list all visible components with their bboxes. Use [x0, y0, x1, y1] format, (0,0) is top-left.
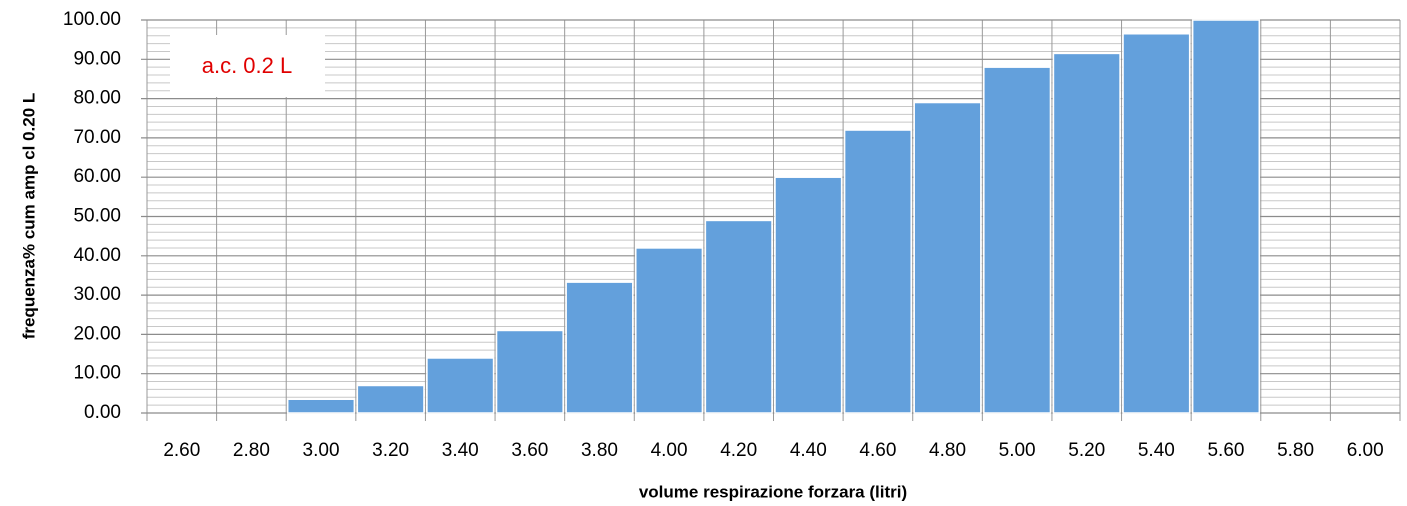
y-tick-label: 90.00	[73, 48, 121, 69]
bar	[1122, 33, 1191, 414]
grid	[141, 19, 1401, 421]
x-tick-label: 6.00	[1347, 440, 1384, 461]
x-tick-label: 3.20	[372, 440, 409, 461]
y-tick-label: 80.00	[73, 88, 121, 109]
x-tick-label: 3.40	[442, 440, 479, 461]
x-tick-label: 5.60	[1207, 440, 1244, 461]
x-tick-label: 5.00	[999, 440, 1036, 461]
x-tick-label: 3.60	[511, 440, 548, 461]
bar	[913, 101, 982, 414]
x-tick-label: 4.00	[651, 440, 688, 461]
x-tick-label: 4.20	[720, 440, 757, 461]
y-tick-label: 0.00	[84, 402, 121, 423]
bar	[1052, 52, 1121, 414]
x-axis-title: volume respirazione forzara (litri)	[639, 482, 907, 501]
y-tick-label: 30.00	[73, 284, 121, 305]
y-tick-label: 20.00	[73, 323, 121, 344]
bar	[565, 281, 634, 414]
bar	[704, 219, 773, 414]
x-tick-label: 4.80	[929, 440, 966, 461]
y-tick-label: 50.00	[73, 206, 121, 227]
x-tick-label: 4.40	[790, 440, 827, 461]
y-tick-label: 100.00	[63, 9, 121, 30]
bar	[635, 247, 704, 414]
y-tick-label: 70.00	[73, 127, 121, 148]
x-tick-label: 4.60	[859, 440, 896, 461]
bar	[356, 384, 425, 414]
x-tick-label: 5.80	[1277, 440, 1314, 461]
y-tick-label: 60.00	[73, 166, 121, 187]
annotation-box	[170, 35, 325, 97]
x-tick-label: 2.60	[163, 440, 200, 461]
bar	[843, 129, 912, 414]
x-tick-label: 5.20	[1068, 440, 1105, 461]
y-tick-label: 40.00	[73, 245, 121, 266]
bar	[426, 357, 495, 414]
x-tick-label: 2.80	[233, 440, 270, 461]
bar	[983, 66, 1052, 414]
bars	[286, 19, 1261, 414]
bar	[774, 176, 843, 414]
x-tick-label: 5.40	[1138, 440, 1175, 461]
bar	[1191, 19, 1261, 414]
bar	[495, 329, 564, 414]
annotation: a.c. 0.2 L	[202, 53, 293, 78]
y-tick-label: 10.00	[73, 363, 121, 384]
x-tick-label: 3.80	[581, 440, 618, 461]
y-axis-title: frequenza% cum amp cl 0.20 L	[19, 93, 38, 340]
x-tick-label: 3.00	[303, 440, 340, 461]
bar	[286, 398, 356, 414]
